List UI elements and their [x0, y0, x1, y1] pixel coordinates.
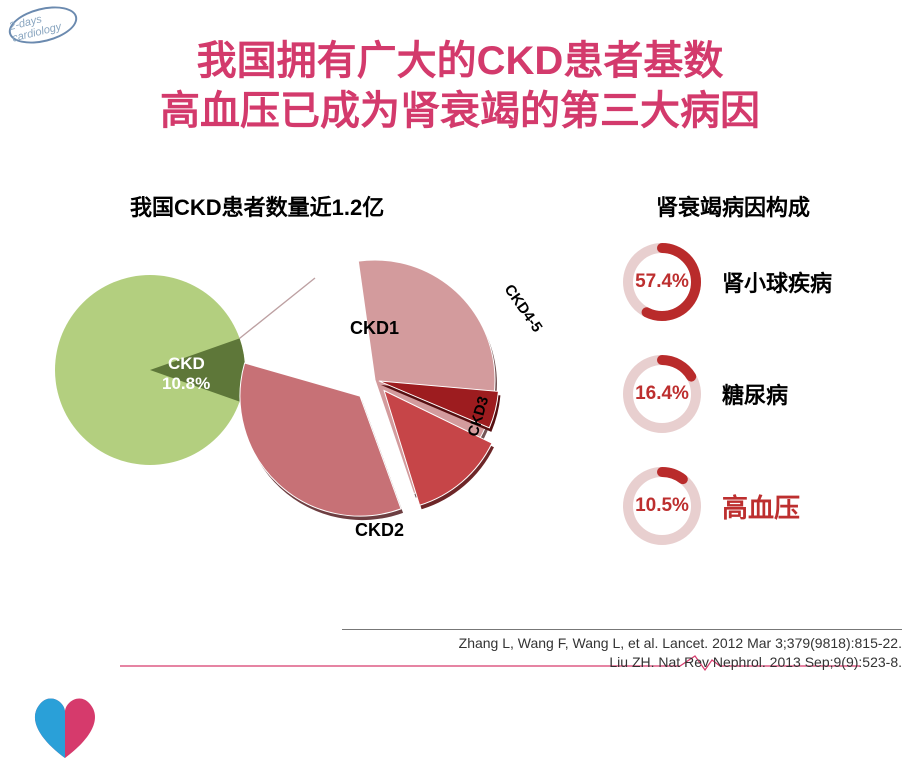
green-pie-label: CKD [168, 354, 205, 374]
title-line-1: 我国拥有广大的CKD患者基数 [0, 36, 920, 86]
dial-column: 57.4% 肾小球疾病 16.4% 糖尿病 10.5% 高血压 [620, 240, 860, 576]
dial-1: 16.4% [620, 352, 704, 436]
green-pie-pct: 10.8% [162, 374, 210, 394]
dial-label-1: 糖尿病 [722, 378, 788, 410]
slide-title: 我国拥有广大的CKD患者基数 高血压已成为肾衰竭的第三大病因 [0, 36, 920, 136]
dial-label-2: 高血压 [722, 488, 800, 525]
citation-1: Zhang L, Wang F, Wang L, et al. Lancet. … [342, 634, 902, 653]
dial-label-0: 肾小球疾病 [722, 266, 832, 298]
dial-2: 10.5% [620, 464, 704, 548]
left-chart-title: 我国CKD患者数量近1.2亿 [130, 190, 384, 222]
dial-pct-1: 16.4% [620, 352, 704, 436]
right-chart-title: 肾衰竭病因构成 [656, 190, 810, 222]
pie-charts-area: CKD10.8%CKD1CKD2CKD3CKD4-5 [40, 240, 600, 560]
dial-pct-0: 57.4% [620, 240, 704, 324]
slice-label-ckd2: CKD2 [355, 520, 404, 541]
dial-row-1: 16.4% 糖尿病 [620, 352, 860, 436]
title-line-2: 高血压已成为肾衰竭的第三大病因 [0, 86, 920, 136]
dial-0: 57.4% [620, 240, 704, 324]
citation-2: Liu ZH. Nat Rev Nephrol. 2013 Sep;9(9):5… [342, 653, 902, 672]
dial-row-0: 57.4% 肾小球疾病 [620, 240, 860, 324]
dial-pct-2: 10.5% [620, 464, 704, 548]
citation-block: Zhang L, Wang F, Wang L, et al. Lancet. … [342, 629, 902, 672]
dial-row-2: 10.5% 高血压 [620, 464, 860, 548]
slice-label-ckd1: CKD1 [350, 318, 399, 339]
